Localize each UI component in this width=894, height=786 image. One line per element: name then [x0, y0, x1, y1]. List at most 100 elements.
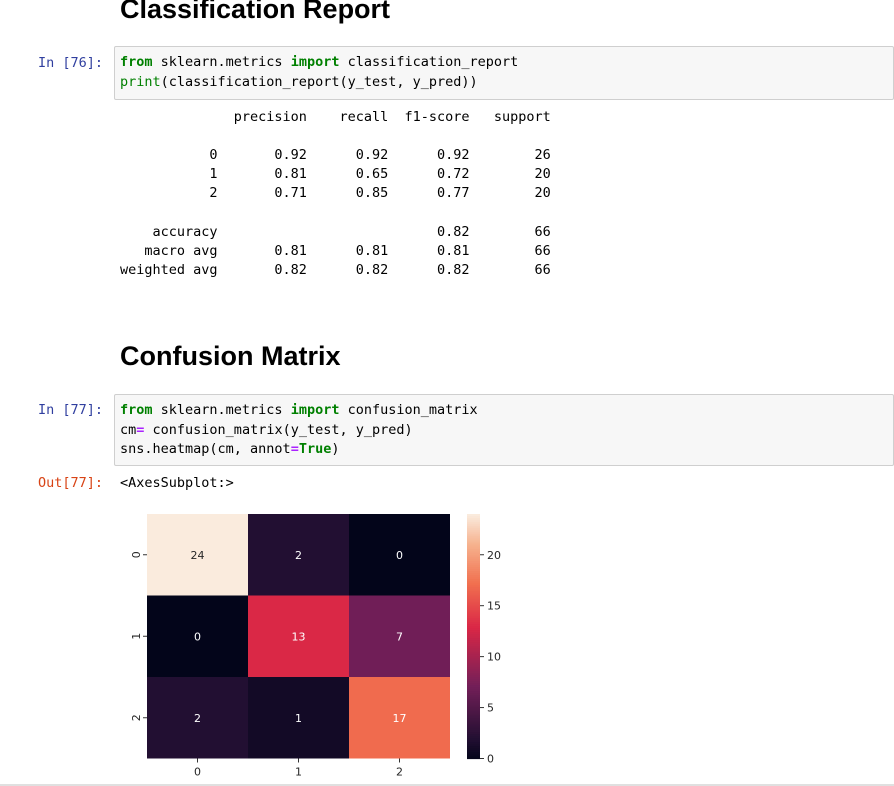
colorbar-segment — [467, 613, 480, 617]
colorbar-segment — [467, 542, 480, 546]
code-token: confusion_matrix(y_test, y_pred) — [144, 421, 413, 438]
cell-76-prompt: In [76]: — [38, 55, 104, 71]
colorbar-segment — [467, 754, 480, 758]
colorbar-segment — [467, 687, 480, 690]
colorbar-segment — [467, 648, 480, 652]
colorbar-segment — [467, 693, 480, 696]
x-tick-label: 1 — [295, 766, 302, 779]
code-token: from — [120, 402, 153, 418]
colorbar-segment — [467, 652, 480, 656]
colorbar-segment — [467, 654, 480, 658]
colorbar-segment — [467, 638, 480, 641]
colorbar-segment — [467, 707, 480, 711]
colorbar-segment — [467, 679, 480, 682]
code-line: print(classification_report(y_test, y_pr… — [120, 73, 888, 93]
colorbar-segment — [467, 646, 480, 650]
colorbar-segment — [467, 526, 480, 529]
colorbar-segment — [467, 560, 480, 564]
colorbar-segment — [467, 697, 480, 701]
colorbar-segment — [467, 585, 480, 588]
colorbar-segment — [467, 662, 480, 666]
heatmap-cell — [147, 595, 248, 677]
colorbar-segment — [467, 532, 480, 535]
colorbar-segment — [467, 617, 480, 621]
y-tick-label: 0 — [130, 551, 143, 558]
classification-report-heading: Classification Report — [120, 0, 391, 24]
colorbar-segment — [467, 579, 480, 582]
heatmap-cell — [349, 677, 450, 759]
code-line: from sklearn.metrics import confusion_ma… — [120, 401, 888, 421]
colorbar-segment — [467, 683, 480, 686]
colorbar-segment — [467, 516, 480, 519]
colorbar-segment — [467, 689, 480, 692]
colorbar-segment — [467, 734, 480, 737]
heatmap-cell — [147, 514, 248, 596]
heatmap-annotation: 13 — [292, 630, 306, 643]
colorbar-segment — [467, 713, 480, 717]
colorbar-segment — [467, 628, 480, 631]
colorbar-tick-label: 5 — [487, 702, 494, 715]
colorbar-segment — [467, 540, 480, 544]
code-cell-77[interactable]: from sklearn.metrics import confusion_ma… — [114, 394, 894, 466]
y-tick-label: 2 — [130, 714, 143, 721]
colorbar-segment — [467, 528, 480, 531]
colorbar-segment — [467, 723, 480, 727]
colorbar-segment — [467, 656, 480, 660]
colorbar-segment — [467, 626, 480, 629]
colorbar-segment — [467, 703, 480, 707]
code-token: sklearn.metrics — [152, 402, 291, 418]
colorbar-segment — [467, 548, 480, 552]
colorbar-segment — [467, 748, 480, 751]
code-cell-76[interactable]: from sklearn.metrics import classificati… — [114, 46, 894, 100]
code-token: cm — [120, 421, 137, 438]
colorbar-segment — [467, 677, 480, 680]
colorbar-segment — [467, 583, 480, 586]
colorbar-segment — [467, 738, 480, 741]
colorbar-segment — [467, 597, 480, 601]
colorbar-segment — [467, 624, 480, 627]
colorbar-segment — [467, 593, 480, 597]
colorbar-segment — [467, 581, 480, 584]
colorbar-segment — [467, 619, 480, 623]
colorbar-segment — [467, 591, 480, 595]
colorbar-segment — [467, 756, 480, 760]
colorbar-segment — [467, 670, 480, 674]
colorbar-segment — [467, 721, 480, 725]
heatmap-annotation: 1 — [295, 712, 302, 725]
colorbar-segment — [467, 640, 480, 643]
colorbar-segment — [467, 681, 480, 684]
colorbar-segment — [467, 552, 480, 556]
colorbar-segment — [467, 558, 480, 562]
colorbar-segment — [467, 742, 480, 745]
colorbar-segment — [467, 674, 480, 678]
code-token: (classification_report(y_test, y_pred)) — [160, 73, 478, 90]
confusion-matrix-heading: Confusion Matrix — [120, 341, 341, 371]
colorbar-segment — [467, 666, 480, 670]
colorbar-segment — [467, 634, 480, 637]
code-token: classification_report — [339, 54, 519, 70]
colorbar-segment — [467, 732, 480, 735]
colorbar-segment — [467, 664, 480, 668]
colorbar-segment — [467, 520, 480, 523]
colorbar-segment — [467, 736, 480, 739]
colorbar-segment — [467, 699, 480, 703]
colorbar-segment — [467, 746, 480, 749]
colorbar-segment — [467, 695, 480, 698]
colorbar-segment — [467, 577, 480, 580]
cell-77-out-prompt: Out[77]: — [38, 475, 104, 491]
code-token: sklearn.metrics — [152, 54, 291, 70]
x-tick-label: 2 — [396, 766, 403, 779]
colorbar-segment — [467, 599, 480, 603]
colorbar-segment — [467, 569, 480, 572]
colorbar-tick-label: 10 — [487, 651, 501, 664]
code-token: = — [290, 441, 299, 457]
colorbar-segment — [467, 534, 480, 538]
colorbar-segment — [467, 538, 480, 542]
colorbar-segment — [467, 668, 480, 672]
colorbar-segment — [467, 642, 480, 645]
code-token: print — [120, 73, 161, 90]
colorbar-segment — [467, 705, 480, 709]
colorbar-segment — [467, 566, 480, 570]
code-token: = — [136, 421, 145, 438]
